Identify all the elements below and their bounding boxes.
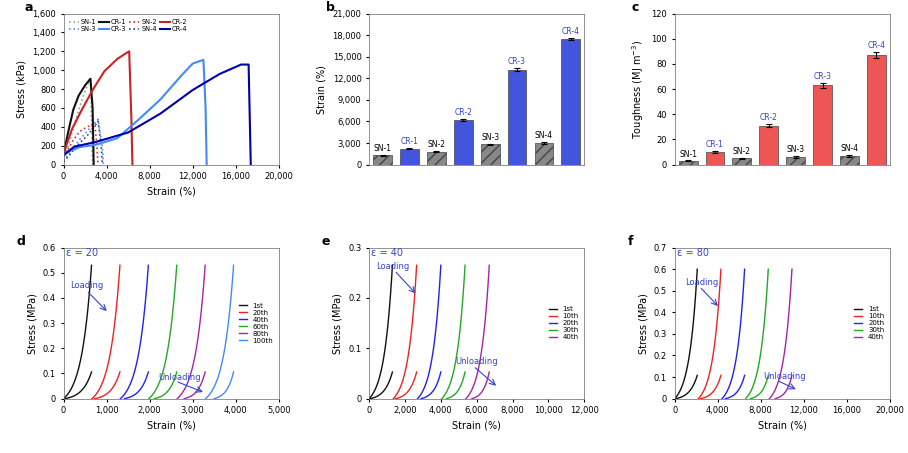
Text: SN-2: SN-2 <box>428 140 445 149</box>
Bar <box>678 161 697 164</box>
Bar <box>759 125 778 164</box>
Text: Unloading: Unloading <box>158 373 201 382</box>
Bar <box>840 156 859 164</box>
Legend: SN-1, SN-3, CR-1, CR-3, SN-2, SN-4, CR-2, CR-4: SN-1, SN-3, CR-1, CR-3, SN-2, SN-4, CR-2… <box>67 17 189 34</box>
Y-axis label: Stress (MPa): Stress (MPa) <box>638 293 648 354</box>
Text: ε = 20: ε = 20 <box>66 248 98 259</box>
Y-axis label: Toughness (MJ m$^{-3}$): Toughness (MJ m$^{-3}$) <box>630 39 646 139</box>
Text: CR-1: CR-1 <box>400 137 419 146</box>
Text: CR-3: CR-3 <box>508 57 526 66</box>
Bar <box>535 143 553 164</box>
Text: Unloading: Unloading <box>763 372 805 381</box>
Bar <box>561 39 580 164</box>
Bar <box>733 158 751 164</box>
Text: SN-3: SN-3 <box>481 133 499 142</box>
Text: CR-2: CR-2 <box>454 108 472 117</box>
Bar <box>867 55 886 164</box>
X-axis label: Strain (%): Strain (%) <box>147 187 195 197</box>
Bar <box>706 152 725 164</box>
Bar <box>400 149 419 164</box>
Text: SN-2: SN-2 <box>733 147 751 156</box>
Bar <box>814 85 832 164</box>
Text: CR-1: CR-1 <box>706 140 724 149</box>
Bar <box>427 152 446 164</box>
Text: SN-4: SN-4 <box>535 131 553 140</box>
Bar <box>373 155 392 164</box>
Bar <box>786 157 805 164</box>
Text: Unloading: Unloading <box>455 357 498 366</box>
Y-axis label: Stress (kPa): Stress (kPa) <box>16 60 26 118</box>
Text: Loading: Loading <box>686 279 718 287</box>
X-axis label: Strain (%): Strain (%) <box>147 421 195 431</box>
Text: ε = 80: ε = 80 <box>676 248 709 258</box>
Legend: 1st, 10th, 20th, 30th, 40th: 1st, 10th, 20th, 30th, 40th <box>547 304 581 342</box>
Legend: 1st, 10th, 20th, 30th, 40th: 1st, 10th, 20th, 30th, 40th <box>852 304 886 342</box>
Text: e: e <box>321 235 331 248</box>
Text: SN-1: SN-1 <box>373 144 391 153</box>
Bar <box>454 120 473 164</box>
Y-axis label: Stress (MPa): Stress (MPa) <box>332 293 342 354</box>
Text: Loading: Loading <box>376 262 410 271</box>
Text: SN-4: SN-4 <box>841 144 859 153</box>
Text: c: c <box>632 0 639 14</box>
Text: CR-3: CR-3 <box>814 72 832 81</box>
Y-axis label: Strain (%): Strain (%) <box>317 65 327 114</box>
Text: Loading: Loading <box>70 281 104 290</box>
Bar <box>480 145 499 164</box>
Text: a: a <box>25 0 34 14</box>
Text: f: f <box>627 235 633 248</box>
X-axis label: Strain (%): Strain (%) <box>758 421 806 431</box>
Text: SN-1: SN-1 <box>679 149 697 159</box>
Text: CR-2: CR-2 <box>760 113 778 122</box>
Text: CR-4: CR-4 <box>562 27 580 35</box>
Text: CR-4: CR-4 <box>867 41 885 50</box>
Text: b: b <box>326 0 335 14</box>
Text: ε = 40: ε = 40 <box>371 248 403 258</box>
Text: d: d <box>16 235 25 248</box>
Y-axis label: Stress (MPa): Stress (MPa) <box>27 293 37 354</box>
X-axis label: Strain (%): Strain (%) <box>452 421 501 431</box>
Text: SN-3: SN-3 <box>786 145 804 154</box>
Legend: 1st, 20th, 40th, 60th, 80th, 100th: 1st, 20th, 40th, 60th, 80th, 100th <box>236 300 275 346</box>
Bar <box>508 70 527 164</box>
